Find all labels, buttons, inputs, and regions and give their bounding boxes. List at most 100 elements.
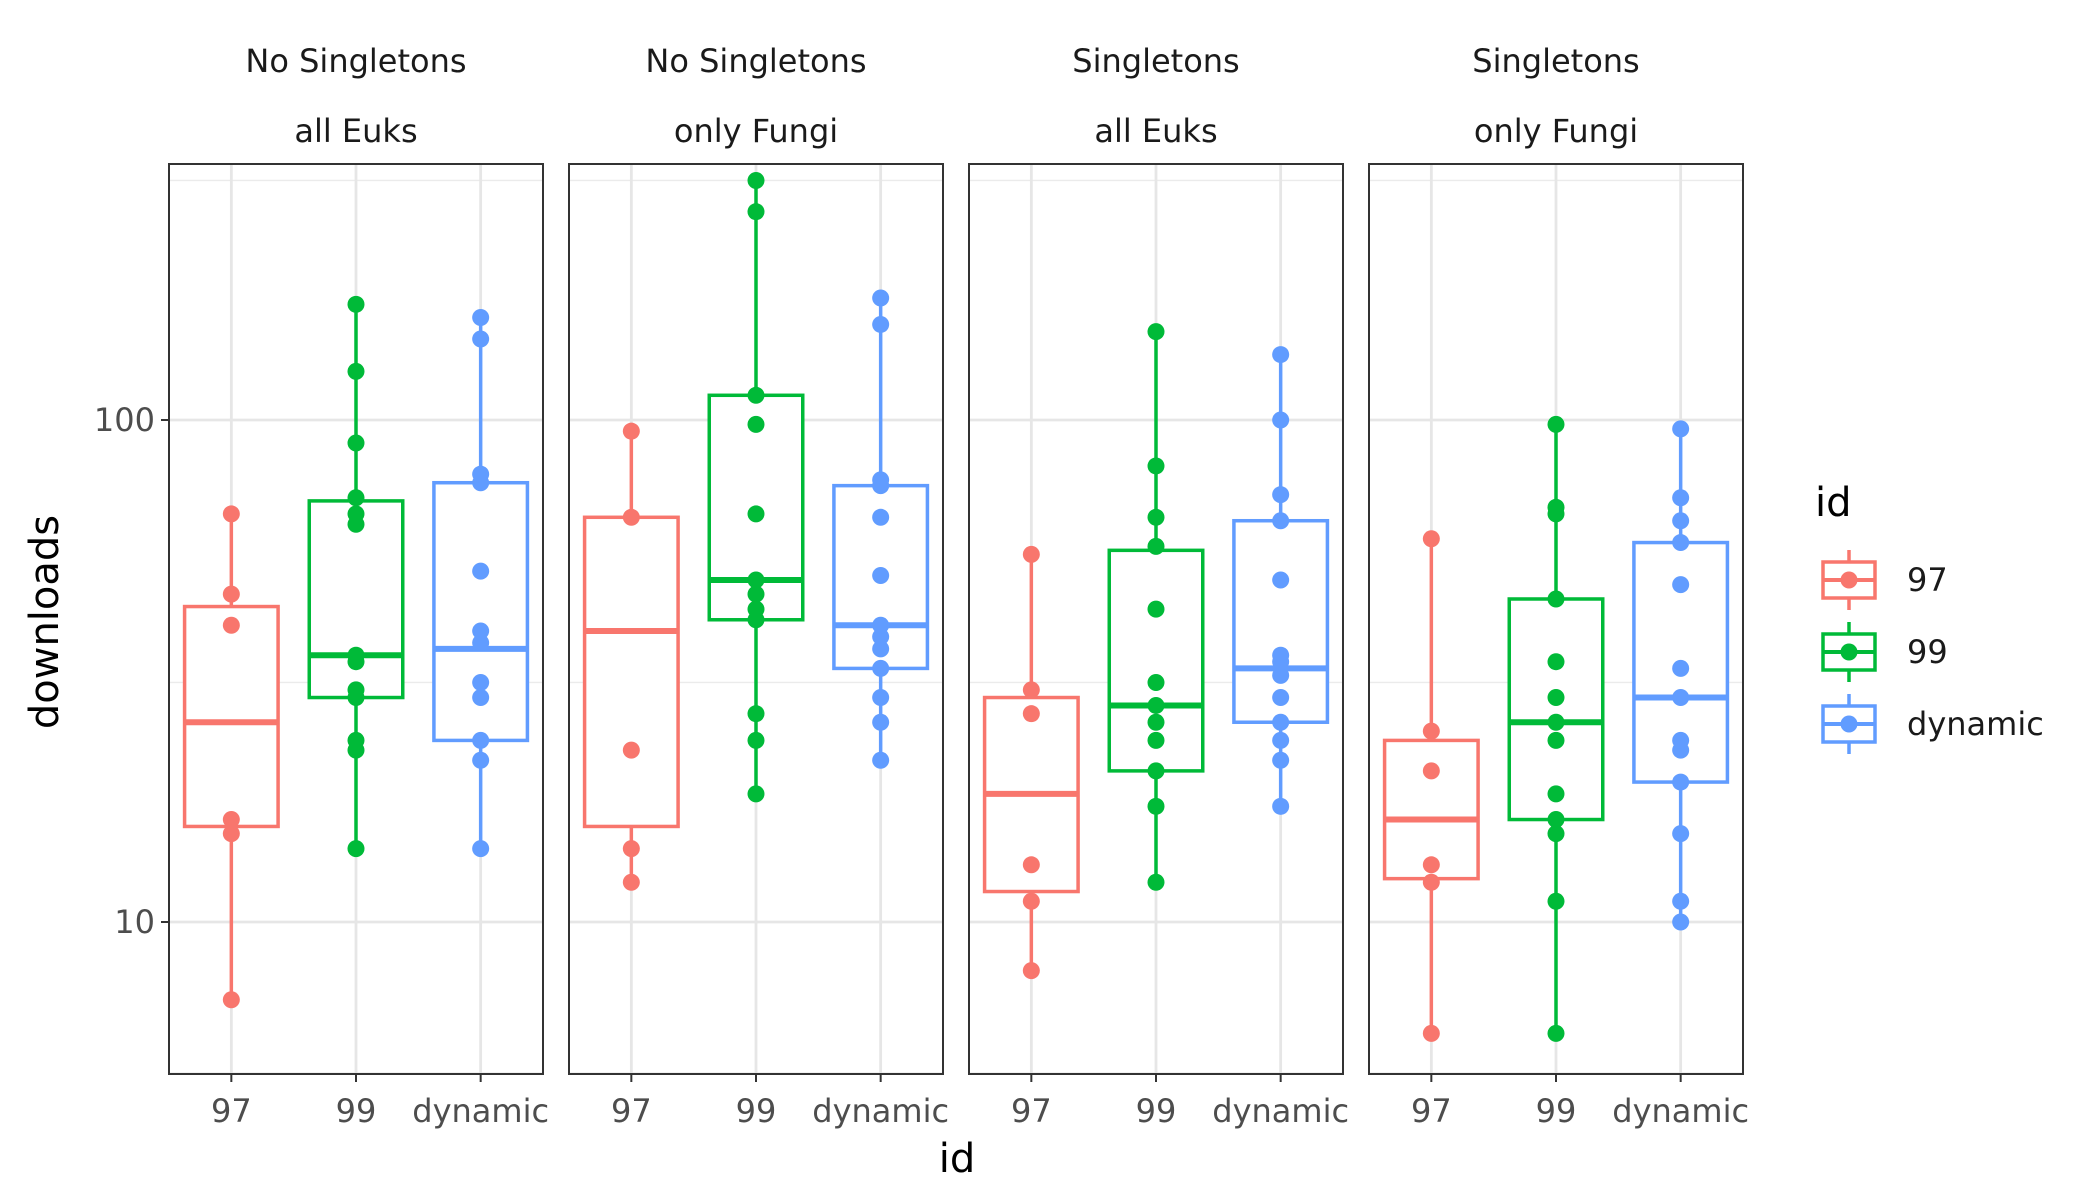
data-point <box>1272 731 1290 749</box>
data-point <box>872 289 890 307</box>
data-point <box>747 386 765 404</box>
x-tick-label: 99 <box>336 1092 377 1130</box>
data-point <box>472 330 490 348</box>
data-point <box>872 640 890 658</box>
data-point <box>472 622 490 640</box>
data-point <box>1672 773 1690 791</box>
data-point <box>1547 785 1565 803</box>
legend-key-point <box>1840 571 1858 589</box>
x-tick-label: 99 <box>736 1092 777 1130</box>
data-point <box>1422 873 1440 891</box>
data-point <box>1672 892 1690 910</box>
data-point <box>222 825 240 843</box>
data-point <box>1272 411 1290 429</box>
facet-strip-label: Singletons <box>1072 42 1239 80</box>
data-point <box>347 840 365 858</box>
x-tick-label: dynamic <box>1212 1092 1349 1130</box>
legend-title: id <box>1815 480 1852 526</box>
data-point <box>1672 731 1690 749</box>
data-point <box>1547 653 1565 671</box>
data-point <box>347 681 365 699</box>
x-tick-label: dynamic <box>812 1092 949 1130</box>
data-point <box>1147 713 1165 731</box>
data-point <box>1547 811 1565 829</box>
data-point <box>747 571 765 589</box>
data-point <box>1547 590 1565 608</box>
data-point <box>1022 705 1040 723</box>
data-point <box>1147 762 1165 780</box>
box-iqr <box>182 604 280 829</box>
data-point <box>1547 713 1565 731</box>
legend-entry-label: 99 <box>1907 633 1948 671</box>
data-point <box>1422 722 1440 740</box>
data-point <box>1022 892 1040 910</box>
data-point <box>1422 530 1440 548</box>
data-point <box>1672 689 1690 707</box>
data-point <box>1272 571 1290 589</box>
data-point <box>872 659 890 677</box>
facet-strip-label: No Singletons <box>645 42 866 80</box>
y-axis-title: downloads <box>22 515 68 729</box>
data-point <box>622 508 640 526</box>
data-point <box>347 489 365 507</box>
data-point <box>747 203 765 221</box>
data-point <box>1022 545 1040 563</box>
data-point <box>1147 673 1165 691</box>
data-point <box>472 689 490 707</box>
data-point <box>472 465 490 483</box>
data-point <box>747 600 765 618</box>
legend-key-point <box>1840 643 1858 661</box>
data-point <box>222 616 240 634</box>
data-point <box>1147 323 1165 341</box>
data-point <box>1547 415 1565 433</box>
data-point <box>1147 600 1165 618</box>
data-point <box>1147 537 1165 555</box>
data-point <box>472 634 490 652</box>
data-point <box>872 315 890 333</box>
data-point <box>1022 856 1040 874</box>
y-tick-label: 100 <box>94 401 155 439</box>
data-point <box>1547 1024 1565 1042</box>
legend-entry-label: dynamic <box>1907 705 2044 743</box>
data-point <box>347 731 365 749</box>
data-point <box>222 991 240 1009</box>
data-point <box>1422 762 1440 780</box>
data-point <box>1147 508 1165 526</box>
x-tick-label: 99 <box>1536 1092 1577 1130</box>
data-point <box>1022 681 1040 699</box>
data-point <box>622 422 640 440</box>
data-point <box>1147 696 1165 714</box>
data-point <box>1147 731 1165 749</box>
data-point <box>1547 689 1565 707</box>
data-point <box>1672 576 1690 594</box>
data-point <box>872 471 890 489</box>
x-tick-label: 97 <box>611 1092 652 1130</box>
data-point <box>1272 713 1290 731</box>
data-point <box>222 585 240 603</box>
data-point <box>1547 731 1565 749</box>
facet-strip-label: No Singletons <box>245 42 466 80</box>
facet-strip-label: all Euks <box>294 112 417 150</box>
data-point <box>1672 512 1690 530</box>
data-point <box>1672 825 1690 843</box>
data-point <box>472 562 490 580</box>
data-point <box>347 646 365 664</box>
data-point <box>1147 457 1165 475</box>
data-point <box>872 689 890 707</box>
x-tick-label: 97 <box>1411 1092 1452 1130</box>
data-point <box>622 873 640 891</box>
data-point <box>472 309 490 327</box>
data-point <box>747 785 765 803</box>
data-point <box>872 567 890 585</box>
data-point <box>1022 962 1040 980</box>
y-tick-label: 10 <box>114 903 155 941</box>
data-point <box>347 434 365 452</box>
data-point <box>1272 666 1290 684</box>
data-point <box>1422 1024 1440 1042</box>
data-point <box>347 295 365 313</box>
data-point <box>1147 873 1165 891</box>
box-iqr <box>1232 518 1330 724</box>
data-point <box>1547 825 1565 843</box>
box-iqr <box>1507 597 1605 822</box>
